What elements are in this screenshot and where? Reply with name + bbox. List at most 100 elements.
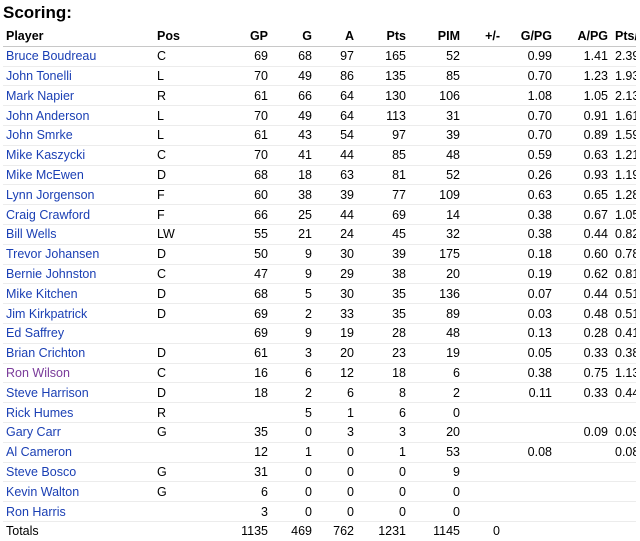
goals-per-game-cell: 0.38 [504, 224, 556, 245]
goals-per-game-cell: 0.63 [504, 184, 556, 206]
player-name-link[interactable]: Rick Humes [3, 402, 154, 423]
position-cell: D [154, 303, 206, 324]
position-cell: D [154, 382, 206, 404]
player-name-link[interactable]: Trevor Johansen [3, 244, 154, 265]
player-name-link[interactable]: John Anderson [3, 105, 154, 126]
plus-minus-cell [464, 264, 504, 285]
player-name-link[interactable]: Steve Bosco [3, 462, 154, 483]
points-per-game-cell: 1.19 [612, 165, 636, 186]
points-per-game-cell: 0.81 [612, 264, 636, 285]
penalty-minutes-cell: 14 [410, 204, 464, 225]
player-name-link[interactable]: Mike McEwen [3, 165, 154, 186]
points-cell: 113 [358, 105, 410, 126]
assists-cell: 19 [316, 323, 358, 344]
goals-per-game-cell [504, 402, 556, 423]
player-name-link[interactable]: Mike Kitchen [3, 283, 154, 305]
points-cell: 85 [358, 145, 410, 166]
position-cell: G [154, 462, 206, 483]
plus-minus-cell [464, 382, 504, 404]
goals-cell: 38 [272, 184, 316, 206]
col-header-gp: GP [206, 27, 272, 47]
position-cell: F [154, 204, 206, 225]
player-name-link[interactable]: John Tonelli [3, 66, 154, 87]
points-per-game-cell: 1.59 [612, 125, 636, 146]
assists-per-game-cell: 0.75 [556, 363, 612, 384]
position-cell: D [154, 283, 206, 305]
player-name-link[interactable]: Mike Kaszycki [3, 145, 154, 166]
player-name-link[interactable]: Mark Napier [3, 85, 154, 107]
games-played-cell: 47 [206, 264, 272, 285]
table-row: Steve Bosco G 31 0 0 0 9 [3, 462, 636, 483]
games-played-cell: 31 [206, 462, 272, 483]
player-name-link[interactable]: Ron Wilson [3, 363, 154, 384]
totals-apg [556, 520, 612, 541]
plus-minus-cell [464, 125, 504, 146]
header-row: Player Pos GP G A Pts PIM +/- G/PG A/PG … [3, 27, 636, 47]
goals-cell: 5 [272, 402, 316, 423]
plus-minus-cell [464, 66, 504, 87]
assists-cell: 0 [316, 481, 358, 503]
goals-per-game-cell: 0.19 [504, 264, 556, 285]
games-played-cell: 61 [206, 343, 272, 364]
goals-cell: 2 [272, 382, 316, 404]
player-name-link[interactable]: Al Cameron [3, 442, 154, 463]
position-cell: D [154, 244, 206, 265]
player-name-link[interactable]: Ed Saffrey [3, 323, 154, 344]
points-cell: 130 [358, 85, 410, 107]
table-row: Ron Harris 3 0 0 0 0 [3, 501, 636, 522]
plus-minus-cell [464, 184, 504, 206]
assists-per-game-cell: 0.89 [556, 125, 612, 146]
assists-per-game-cell [556, 501, 612, 522]
player-name-link[interactable]: Gary Carr [3, 422, 154, 443]
points-cell: 35 [358, 283, 410, 305]
assists-cell: 44 [316, 145, 358, 166]
player-name-link[interactable]: Bill Wells [3, 224, 154, 245]
points-per-game-cell [612, 501, 636, 522]
player-name-link[interactable]: Steve Harrison [3, 382, 154, 404]
player-name-link[interactable]: Bernie Johnston [3, 264, 154, 285]
col-header-pts: Pts [358, 27, 410, 47]
points-per-game-cell [612, 402, 636, 423]
points-per-game-cell: 1.93 [612, 66, 636, 87]
assists-per-game-cell: 0.62 [556, 264, 612, 285]
goals-per-game-cell: 0.38 [504, 363, 556, 384]
plus-minus-cell [464, 501, 504, 522]
goals-cell: 2 [272, 303, 316, 324]
goals-per-game-cell: 0.18 [504, 244, 556, 265]
player-name-link[interactable]: Lynn Jorgenson [3, 184, 154, 206]
plus-minus-cell [464, 224, 504, 245]
points-cell: 23 [358, 343, 410, 364]
assists-cell: 30 [316, 244, 358, 265]
col-header-plus-minus: +/- [464, 27, 504, 47]
player-name-link[interactable]: Ron Harris [3, 501, 154, 522]
col-header-ptspg: Pts/PG [612, 27, 636, 47]
assists-cell: 12 [316, 363, 358, 384]
goals-per-game-cell: 0.59 [504, 145, 556, 166]
points-cell: 39 [358, 244, 410, 265]
plus-minus-cell [464, 244, 504, 265]
table-body: Bruce BoudreauC696897165520.991.412.39Jo… [3, 46, 636, 522]
assists-cell: 64 [316, 85, 358, 107]
player-name-link[interactable]: Jim Kirkpatrick [3, 303, 154, 324]
points-per-game-cell: 1.05 [612, 204, 636, 225]
points-cell: 35 [358, 303, 410, 324]
player-name-link[interactable]: Kevin Walton [3, 481, 154, 503]
assists-cell: 20 [316, 343, 358, 364]
player-name-link[interactable]: Bruce Boudreau [3, 46, 154, 67]
player-name-link[interactable]: Craig Crawford [3, 204, 154, 225]
assists-per-game-cell [556, 462, 612, 483]
points-cell: 0 [358, 481, 410, 503]
totals-pos [154, 520, 206, 541]
games-played-cell: 70 [206, 66, 272, 87]
penalty-minutes-cell: 0 [410, 402, 464, 423]
games-played-cell: 61 [206, 125, 272, 146]
player-name-link[interactable]: John Smrke [3, 125, 154, 146]
player-name-link[interactable]: Brian Crichton [3, 343, 154, 364]
penalty-minutes-cell: 48 [410, 323, 464, 344]
goals-per-game-cell: 0.70 [504, 105, 556, 126]
